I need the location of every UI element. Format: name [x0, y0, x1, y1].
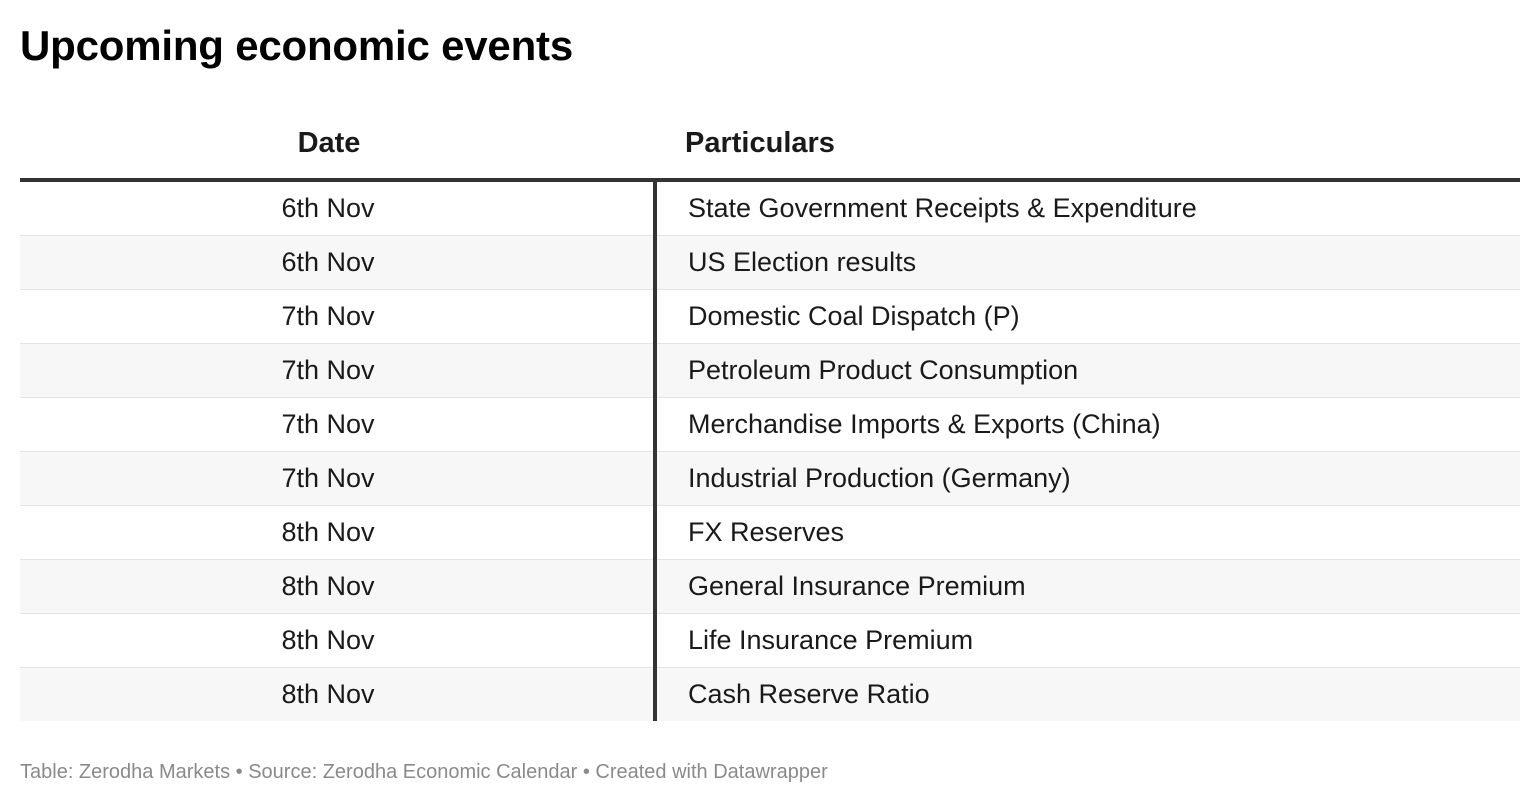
particulars-cell: Industrial Production (Germany)	[655, 451, 1520, 506]
date-cell: 7th Nov	[20, 343, 657, 398]
table-row: 7th Nov Petroleum Product Consumption	[20, 343, 1520, 398]
particulars-cell: Merchandise Imports & Exports (China)	[655, 397, 1520, 452]
particulars-cell: Cash Reserve Ratio	[655, 667, 1520, 721]
column-header-date[interactable]: Date	[20, 108, 655, 182]
particulars-cell: General Insurance Premium	[655, 559, 1520, 614]
particulars-cell: State Government Receipts & Expenditure	[655, 180, 1520, 236]
table-header-row: Date Particulars	[20, 108, 1520, 182]
date-cell: 7th Nov	[20, 289, 657, 344]
table-row: 8th Nov FX Reserves	[20, 505, 1520, 560]
table-row: 6th Nov US Election results	[20, 235, 1520, 290]
events-table: Date Particulars 6th Nov State Governmen…	[20, 108, 1520, 721]
date-cell: 8th Nov	[20, 667, 657, 721]
table-row: 8th Nov Life Insurance Premium	[20, 613, 1520, 668]
table-row: 8th Nov General Insurance Premium	[20, 559, 1520, 614]
table-row: 8th Nov Cash Reserve Ratio	[20, 667, 1520, 721]
table-row: 7th Nov Industrial Production (Germany)	[20, 451, 1520, 506]
table-row: 7th Nov Merchandise Imports & Exports (C…	[20, 397, 1520, 452]
particulars-cell: Life Insurance Premium	[655, 613, 1520, 668]
particulars-cell: FX Reserves	[655, 505, 1520, 560]
date-cell: 8th Nov	[20, 559, 657, 614]
date-cell: 8th Nov	[20, 613, 657, 668]
date-cell: 8th Nov	[20, 505, 657, 560]
date-cell: 6th Nov	[20, 180, 657, 236]
source-footer: Table: Zerodha Markets • Source: Zerodha…	[20, 761, 828, 783]
particulars-cell: US Election results	[655, 235, 1520, 290]
date-cell: 7th Nov	[20, 451, 657, 506]
page-title: Upcoming economic events	[20, 22, 573, 69]
date-cell: 6th Nov	[20, 235, 657, 290]
table-row: 7th Nov Domestic Coal Dispatch (P)	[20, 289, 1520, 344]
column-header-particulars[interactable]: Particulars	[655, 108, 1520, 182]
particulars-cell: Domestic Coal Dispatch (P)	[655, 289, 1520, 344]
table-row: 6th Nov State Government Receipts & Expe…	[20, 180, 1520, 236]
date-cell: 7th Nov	[20, 397, 657, 452]
particulars-cell: Petroleum Product Consumption	[655, 343, 1520, 398]
